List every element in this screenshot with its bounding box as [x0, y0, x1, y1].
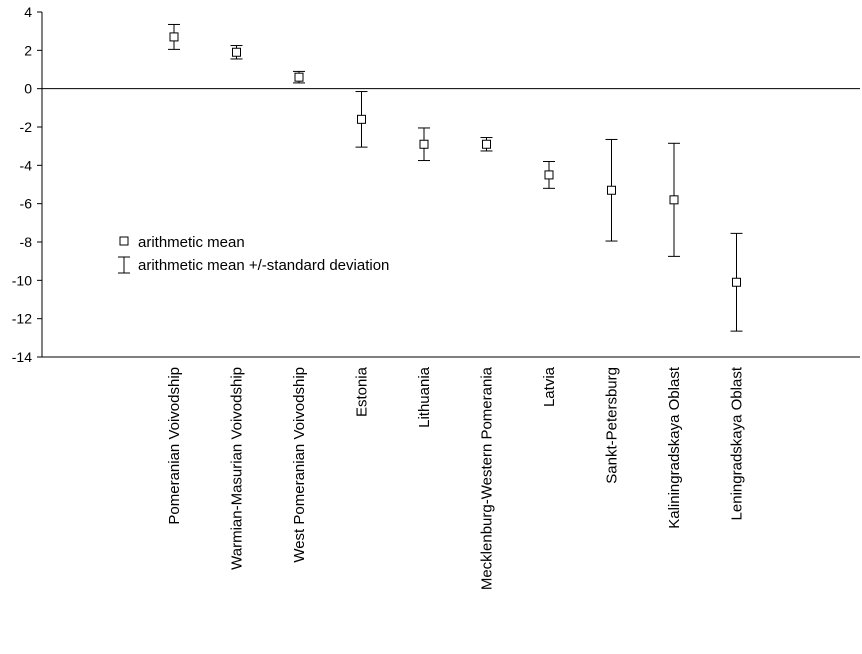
x-category-label: West Pomeranian Voivodship [291, 367, 308, 563]
y-tick-label: -10 [12, 272, 32, 288]
x-category-label: Warmian-Masurian Voivodship [229, 367, 246, 570]
x-category-label: Kaliningradskaya Oblast [666, 366, 683, 529]
y-tick-label: -4 [20, 157, 33, 173]
mean-marker [482, 139, 491, 149]
x-category-label: Sankt-Petersburg [604, 367, 621, 484]
y-tick-label: 4 [24, 4, 32, 20]
x-category-label: Mecklenburg-Western Pomerania [479, 366, 496, 590]
mean-marker [357, 114, 366, 124]
legend-sd-label: arithmetic mean +/-standard deviation [138, 257, 389, 274]
x-category-label: Lithuania [416, 366, 433, 428]
x-category-label: Leningradskaya Oblast [729, 366, 746, 520]
x-category-label: Estonia [354, 366, 371, 417]
y-tick-label: -2 [20, 119, 33, 135]
mean-marker [607, 185, 616, 195]
y-tick-label: -14 [12, 349, 32, 365]
legend-mean-label: arithmetic mean [138, 234, 245, 251]
y-tick-label: 0 [24, 81, 32, 97]
axes [41, 12, 860, 358]
mean-marker [669, 195, 679, 205]
mean-marker [419, 139, 429, 149]
y-axis-ticks: 4 2 0 -2 -4 -6 -8 -10 -12 -14 [12, 4, 42, 365]
y-tick-label: -8 [20, 234, 33, 250]
mean-marker [544, 170, 554, 180]
mean-marker [232, 47, 241, 57]
mean-marker [294, 72, 304, 82]
x-category-label: Latvia [541, 366, 558, 407]
y-tick-label: -12 [12, 311, 32, 327]
x-category-label: Pomeranian Voivodship [166, 367, 183, 525]
legend: arithmetic mean arithmetic mean +/-stand… [118, 234, 389, 274]
mean-markers [169, 32, 741, 287]
mean-marker [169, 32, 179, 42]
error-bars [168, 23, 743, 332]
x-axis-labels: Pomeranian Voivodship Warmian-Masurian Vo… [166, 366, 746, 590]
y-tick-label: 2 [24, 42, 32, 58]
legend-mean-marker-icon [119, 236, 129, 246]
y-tick-label: -6 [20, 196, 33, 212]
mean-marker [732, 277, 741, 287]
